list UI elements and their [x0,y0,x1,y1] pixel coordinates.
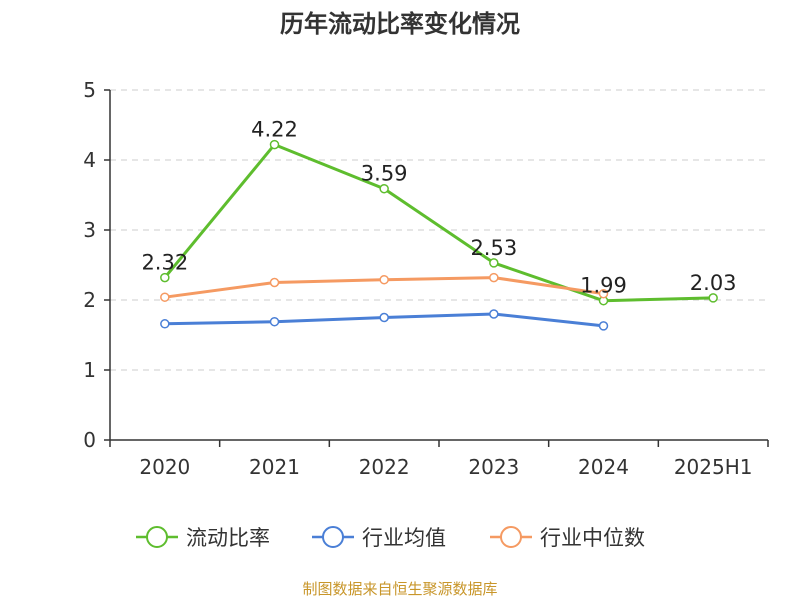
data-point [160,319,170,329]
data-point [379,183,389,194]
series-2 [160,309,609,331]
data-label: 2.32 [141,251,188,275]
x-axis: 2020 2021 2022 2023 2024 2025H1 [109,439,769,479]
legend: 流动比率 行业均值 行业中位数 [136,526,645,550]
x-tick-label: 2022 [359,455,410,479]
y-tick-label: 3 [83,218,96,242]
data-point [269,316,280,327]
x-tick-label: 2023 [468,455,519,479]
y-tick-label: 0 [83,428,96,452]
data-point [160,272,170,283]
data-point [489,258,499,268]
data-point [598,321,609,331]
legend-item: 行业中位数 [490,526,645,550]
grid-lines [110,89,768,371]
y-axis: 0 1 2 3 4 5 [83,78,111,452]
legend-marker [322,526,344,548]
legend-label: 行业均值 [362,526,446,550]
data-label: 4.22 [251,118,298,142]
data-label: 1.99 [580,274,627,298]
y-tick-label: 2 [83,288,96,312]
data-labels: 2.32 4.22 3.59 2.53 1.99 2.03 [141,118,736,298]
data-point [269,139,280,150]
legend-marker [500,526,522,548]
data-point [160,292,170,302]
data-label: 3.59 [361,162,408,186]
y-tick-label: 1 [83,358,96,382]
data-label: 2.53 [470,236,517,260]
y-tick-label: 4 [83,148,96,172]
data-point [489,309,499,319]
legend-item: 流动比率 [136,526,270,550]
series-line [163,143,714,303]
legend-label: 行业中位数 [540,526,645,550]
data-point [708,293,718,303]
legend-label: 流动比率 [186,526,270,550]
data-point [379,312,389,323]
chart-title: 历年流动比率变化情况 [280,10,520,38]
series-1 [160,139,718,306]
data-point [379,274,389,285]
data-point [269,277,280,288]
source-note: 制图数据来自恒生聚源数据库 [302,580,498,598]
y-tick-label: 5 [83,78,96,102]
data-label: 2.03 [690,271,737,295]
legend-item: 行业均值 [312,526,446,550]
legend-marker [146,526,168,548]
x-tick-label: 2025H1 [674,455,753,479]
x-tick-label: 2021 [249,455,300,479]
data-point [598,288,609,299]
data-point [489,272,499,283]
series-3 [160,272,609,302]
x-tick-label: 2020 [139,455,190,479]
series-group [160,139,718,331]
x-tick-label: 2024 [578,455,629,479]
